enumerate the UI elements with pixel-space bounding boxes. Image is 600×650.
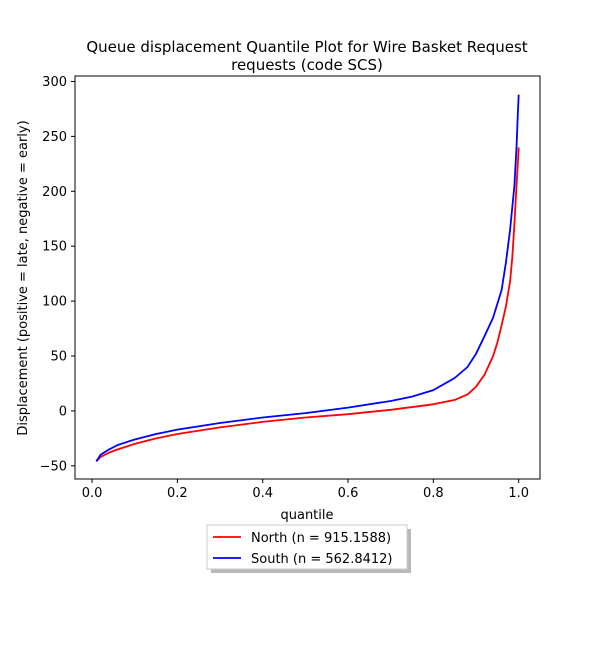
x-tick-label: 0.0: [82, 486, 103, 501]
y-tick-label: 300: [42, 75, 67, 90]
y-axis: −50 0 50 100 150 200 250 300: [40, 75, 75, 474]
legend-label-south: South (n = 562.8412): [251, 552, 392, 567]
x-axis: 0.0 0.2 0.4 0.6 0.8 1.0: [82, 479, 529, 501]
y-tick-label: 200: [42, 185, 67, 200]
y-tick-label: 50: [50, 350, 67, 365]
series-line-south: [95, 94, 520, 462]
chart-title-line2: requests (code SCS): [231, 56, 383, 74]
x-tick-label: 0.4: [252, 486, 273, 501]
y-tick-label: 150: [42, 240, 67, 255]
legend: North (n = 915.1588) South (n = 562.8412…: [206, 524, 411, 573]
chart-title-line1: Queue displacement Quantile Plot for Wir…: [86, 38, 527, 56]
legend-label-north: North (n = 915.1588): [251, 531, 391, 546]
y-tick-label: 0: [59, 404, 67, 419]
series-line-north: [95, 147, 520, 463]
y-tick-label: −50: [40, 459, 67, 474]
x-tick-label: 0.8: [423, 486, 444, 501]
y-tick-label: 250: [42, 130, 67, 145]
x-tick-label: 1.0: [508, 486, 529, 501]
y-axis-label: Displacement (positive = late, negative …: [16, 120, 31, 435]
legend-box: [206, 524, 408, 570]
series-layer: [95, 94, 520, 463]
plot-frame: [74, 75, 541, 480]
y-tick-label: 100: [42, 295, 67, 310]
x-tick-label: 0.6: [338, 486, 359, 501]
x-tick-label: 0.2: [167, 486, 188, 501]
x-axis-label: quantile: [280, 508, 333, 523]
